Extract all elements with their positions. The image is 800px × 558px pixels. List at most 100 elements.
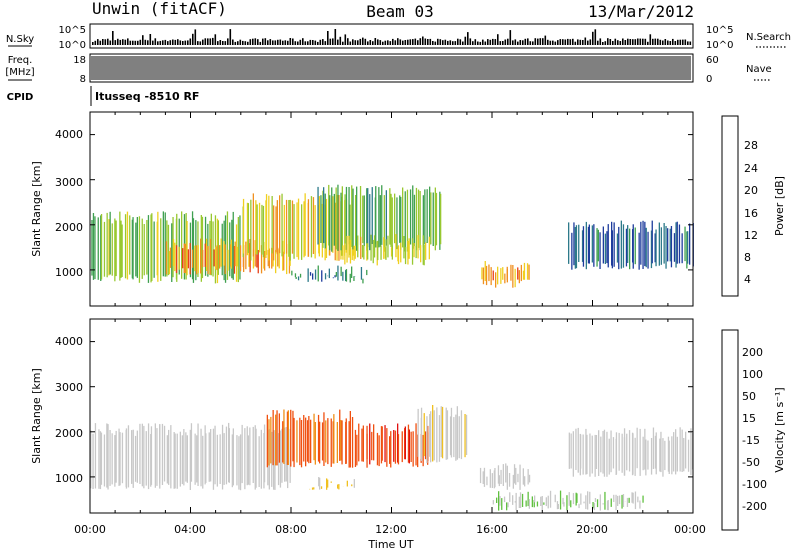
- nsky-bar: [617, 40, 619, 45]
- heatmap-cell: [108, 219, 109, 275]
- heatmap-cell: [273, 410, 274, 465]
- nsky-bar: [565, 40, 567, 46]
- heatmap-cell: [177, 434, 178, 489]
- heatmap-cell: [540, 497, 541, 506]
- heatmap-cell: [385, 239, 386, 260]
- nsky-bar: [535, 38, 537, 45]
- heatmap-cell: [491, 267, 492, 285]
- nsky-bar: [455, 41, 457, 45]
- heatmap-cell: [107, 424, 108, 489]
- heatmap-cell: [284, 205, 285, 254]
- nsky-bar: [575, 42, 577, 45]
- heatmap-cell: [608, 224, 609, 267]
- heatmap-cell: [609, 439, 610, 475]
- nsky-bar: [152, 41, 154, 45]
- nsky-bar: [110, 41, 112, 46]
- velocity-cbar-tick-50: 50: [742, 390, 756, 403]
- nsky-bar: [472, 41, 474, 45]
- nsky-bar: [602, 42, 604, 45]
- heatmap-cell: [303, 415, 304, 462]
- heatmap-cell: [313, 414, 314, 461]
- velocity-tick-3000: 3000: [55, 381, 83, 394]
- freq-unit: [MHz]: [5, 67, 34, 78]
- heatmap-cell: [352, 189, 353, 250]
- heatmap-cell: [519, 270, 520, 283]
- heatmap-cell: [661, 227, 662, 264]
- heatmap-cell: [483, 471, 484, 484]
- nsky-bar: [665, 39, 667, 45]
- heatmap-cell: [381, 185, 382, 245]
- nsky-bar: [640, 39, 642, 45]
- velocity-cbar-tick-m200: -200: [742, 500, 767, 513]
- heatmap-cell: [621, 221, 622, 269]
- heatmap-cell: [586, 222, 587, 269]
- heatmap-cell: [400, 243, 401, 263]
- heatmap-cell: [106, 423, 107, 487]
- nsky-bar: [350, 42, 352, 46]
- heatmap-cell: [261, 430, 262, 489]
- heatmap-cell: [266, 194, 267, 255]
- heatmap-cell: [593, 224, 594, 267]
- nsky-bar: [325, 41, 327, 45]
- heatmap-cell: [299, 418, 300, 465]
- heatmap-cell: [159, 424, 160, 483]
- heatmap-cell: [224, 433, 225, 485]
- heatmap-cell: [164, 426, 165, 482]
- heatmap-cell: [416, 246, 417, 258]
- heatmap-cell: [248, 435, 249, 484]
- nsky-bar: [240, 40, 242, 45]
- nsky-bar: [130, 41, 132, 45]
- nsky-bar: [652, 39, 654, 45]
- heatmap-cell: [619, 496, 620, 505]
- heatmap-cell: [509, 492, 510, 502]
- heatmap-cell: [430, 411, 431, 462]
- heatmap-cell: [279, 195, 280, 253]
- heatmap-cell: [334, 194, 335, 246]
- heatmap-cell: [417, 235, 418, 258]
- heatmap-cell: [321, 270, 322, 281]
- nsky-bar: [195, 29, 197, 45]
- heatmap-cell: [610, 431, 611, 473]
- power-ylabel: Slant Range [km]: [30, 161, 43, 257]
- nsky-bar: [577, 39, 579, 45]
- heatmap-cell: [542, 496, 543, 511]
- velocity-cbar-tick-100: 100: [742, 368, 763, 381]
- heatmap-cell: [420, 245, 421, 262]
- nsky-bar: [267, 40, 269, 45]
- heatmap-cell: [315, 270, 316, 280]
- heatmap-cell: [377, 433, 378, 465]
- nsky-bar: [357, 40, 359, 45]
- heatmap-cell: [191, 423, 192, 482]
- nsky-bar: [272, 40, 274, 45]
- nsky-bar: [365, 39, 367, 45]
- nsky-bar: [542, 38, 544, 45]
- heatmap-cell: [91, 220, 92, 276]
- nsky-strip: N.Sky 10^5 10^0 10^5 10^0 N.Search: [6, 24, 791, 51]
- heatmap-cell: [329, 195, 330, 250]
- heatmap-cell: [175, 434, 176, 489]
- nsky-bar: [620, 41, 622, 45]
- nsky-bar: [112, 31, 114, 45]
- heatmap-cell: [414, 195, 415, 246]
- heatmap-cell: [499, 496, 500, 506]
- heatmap-cell: [576, 493, 577, 503]
- nsky-bar: [297, 42, 299, 46]
- heatmap-cell: [206, 239, 207, 271]
- heatmap-cell: [367, 243, 368, 259]
- heatmap-cell: [436, 407, 437, 462]
- heatmap-cell: [583, 226, 584, 267]
- heatmap-cell: [410, 189, 411, 244]
- heatmap-cell: [660, 432, 661, 472]
- heatmap-cell: [336, 188, 337, 250]
- nsky-bar: [342, 42, 344, 45]
- heatmap-cell: [139, 424, 140, 484]
- heatmap-cell: [492, 473, 493, 488]
- velocity-panel: 4000 3000 2000 1000 Slant Range [km]: [30, 319, 693, 513]
- power-colorbar: 28 24 20 16 12 8 4 Power [dB]: [722, 116, 786, 296]
- nsky-bar: [327, 31, 329, 45]
- heatmap-cell: [298, 199, 299, 260]
- heatmap-cell: [320, 195, 321, 243]
- heatmap-cell: [170, 248, 171, 268]
- xtick-0400: 04:00: [174, 523, 206, 536]
- heatmap-cell: [466, 415, 467, 455]
